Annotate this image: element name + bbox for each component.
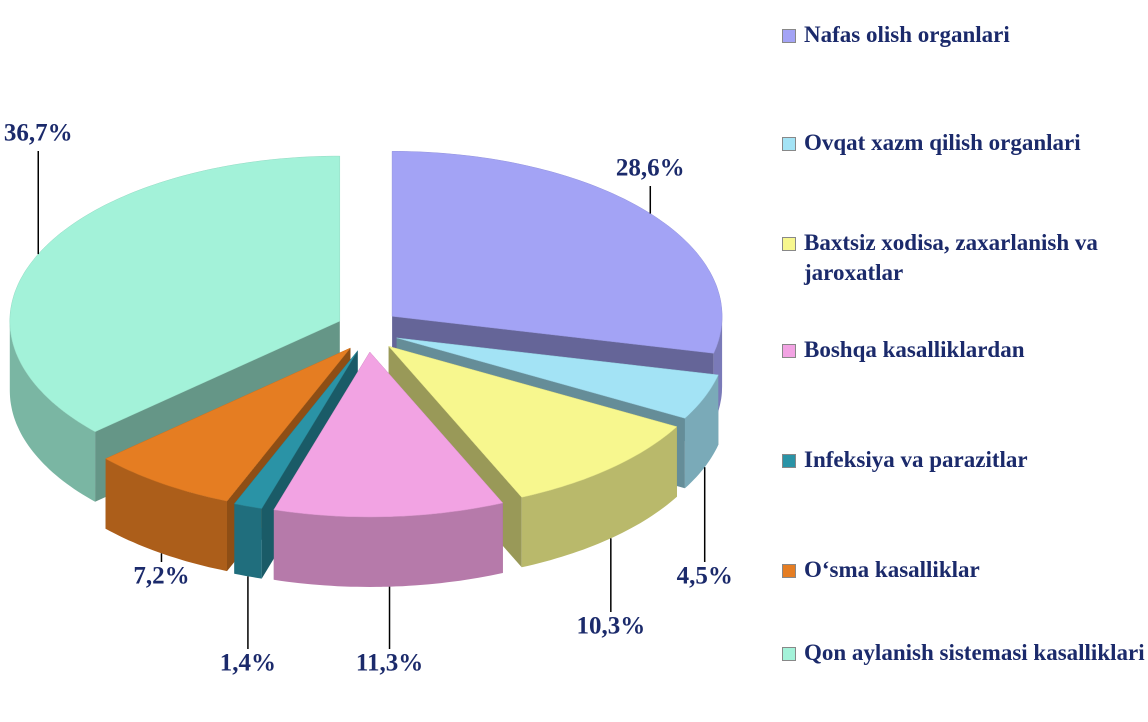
legend-swatch xyxy=(782,29,796,43)
legend-label: Boshqa kasalliklardan xyxy=(804,337,1025,362)
legend-item: Boshqa kasalliklardan xyxy=(778,335,1146,365)
legend-item: Infeksiya va parazitlar xyxy=(778,445,1146,475)
slice xyxy=(233,350,358,509)
legend-item: Qon aylanish sistemasi kasalliklari xyxy=(778,638,1146,668)
legend-swatch xyxy=(782,564,796,578)
value-label: 4,5% xyxy=(677,563,733,590)
legend-item: O‘sma kasalliklar xyxy=(778,555,1146,585)
slice-rim xyxy=(234,503,262,579)
slice xyxy=(105,347,351,502)
value-label: 36,7% xyxy=(4,120,73,147)
chart: 28,6% 4,5% 10,3% 11,3% 1,4% 7,2% 36,7% xyxy=(4,120,733,677)
legend-swatch xyxy=(782,137,796,151)
slice-rim xyxy=(521,426,677,568)
legend-swatch xyxy=(782,647,796,661)
legend: Nafas olish organlari Ovqat xazm qilish o… xyxy=(778,0,1148,722)
legend-label: Ovqat xazm qilish organlari xyxy=(804,130,1081,155)
value-label: 1,4% xyxy=(220,650,276,677)
slice xyxy=(273,351,504,518)
legend-item: Ovqat xazm qilish organlari xyxy=(778,128,1146,158)
slice-rim xyxy=(273,503,503,587)
value-label: 11,3% xyxy=(356,650,423,677)
slice-rim xyxy=(684,374,719,489)
legend-label: Baxtsiz xodisa, zaxarlanish va jaroxatla… xyxy=(804,230,1098,285)
slice xyxy=(387,345,678,498)
value-label: 7,2% xyxy=(133,563,189,590)
legend-swatch xyxy=(782,344,796,358)
slice-rim xyxy=(9,321,96,502)
value-label: 10,3% xyxy=(576,613,645,640)
slice-rim xyxy=(105,458,227,572)
legend-item: Nafas olish organlari xyxy=(778,20,1146,50)
slice xyxy=(396,337,719,419)
legend-label: O‘sma kasalliklar xyxy=(804,557,980,582)
legend-label: Nafas olish organlari xyxy=(804,22,1010,47)
legend-item: Baxtsiz xodisa, zaxarlanish va jaroxatla… xyxy=(778,228,1146,288)
value-label: 28,6% xyxy=(616,155,685,182)
legend-swatch xyxy=(782,454,796,468)
legend-label: Infeksiya va parazitlar xyxy=(804,447,1028,472)
legend-swatch xyxy=(782,237,796,251)
legend-label: Qon aylanish sistemasi kasalliklari xyxy=(804,640,1145,665)
